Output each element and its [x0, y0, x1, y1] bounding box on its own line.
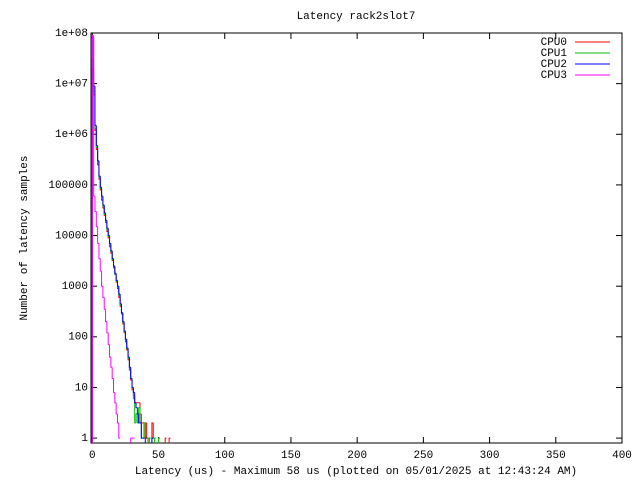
histogram-step	[98, 243, 101, 260]
histogram-step	[122, 312, 125, 323]
histogram-step	[95, 211, 98, 228]
histogram-step	[123, 321, 126, 332]
histogram-step	[130, 367, 133, 380]
histogram-step	[130, 437, 133, 443]
histogram-step	[105, 309, 107, 323]
histogram-step	[102, 196, 105, 206]
histogram-step	[109, 235, 111, 244]
y-tick-label: 1e+07	[55, 79, 88, 91]
histogram-step	[111, 250, 114, 260]
histogram-step	[95, 125, 98, 147]
y-axis-label: Number of latency samples	[19, 155, 31, 320]
x-tick-label: 0	[89, 450, 96, 462]
y-tick-label: 100	[68, 332, 88, 344]
histogram-step	[102, 286, 105, 298]
histogram-step	[103, 205, 106, 214]
histogram-step	[116, 280, 119, 287]
histogram-step	[98, 160, 101, 177]
histogram-step	[107, 228, 110, 237]
histogram-step	[103, 297, 106, 310]
histogram-step	[105, 212, 107, 221]
histogram-step	[110, 243, 113, 252]
legend-label: CPU2	[541, 59, 567, 71]
histogram-step	[93, 35, 95, 197]
x-tick-label: 150	[281, 450, 301, 462]
x-tick-label: 400	[612, 450, 632, 462]
legend-label: CPU0	[541, 37, 567, 49]
histogram-step	[132, 387, 135, 393]
histogram-step	[107, 332, 110, 346]
histogram-step	[127, 348, 130, 358]
histogram-step	[128, 356, 131, 368]
histogram-step	[106, 220, 109, 229]
histogram-step	[131, 378, 134, 388]
histogram-step	[115, 402, 118, 415]
histogram-step	[158, 437, 160, 443]
plot-frame	[90, 32, 623, 444]
legend-label: CPU1	[541, 48, 568, 60]
histogram-step	[113, 258, 115, 267]
histogram-step	[146, 422, 148, 439]
histogram-step	[168, 437, 171, 443]
histogram-step	[99, 175, 102, 188]
y-tick-label: 1e+08	[55, 28, 88, 40]
y-tick-label: 100000	[48, 180, 88, 192]
histogram-step	[134, 398, 137, 424]
histogram-step	[118, 286, 121, 295]
histogram-step	[119, 294, 122, 305]
y-tick-label: 1e+06	[55, 129, 88, 141]
histogram-step	[97, 226, 99, 244]
x-tick-label: 200	[347, 450, 367, 462]
legend-label: CPU3	[541, 70, 567, 82]
histogram-step	[118, 422, 121, 439]
histogram-step	[115, 273, 118, 281]
histogram-step	[106, 321, 109, 334]
y-tick-label: 10000	[55, 230, 88, 242]
histogram-step	[152, 422, 155, 439]
histogram-step	[110, 356, 113, 368]
histogram-step	[94, 85, 97, 126]
y-tick-label: 1	[81, 433, 88, 445]
x-tick-label: 350	[546, 450, 566, 462]
histogram-step	[151, 437, 154, 443]
y-tick-label: 1000	[62, 281, 88, 293]
histogram-step	[144, 437, 147, 443]
histogram-step	[134, 392, 137, 404]
histogram-step	[97, 145, 99, 162]
histogram-step	[140, 422, 143, 439]
x-tick-label: 300	[480, 450, 500, 462]
histogram-step	[138, 413, 140, 424]
histogram-step	[120, 303, 123, 314]
histogram-step	[147, 437, 150, 443]
histogram-step	[114, 266, 117, 274]
histogram-step	[164, 437, 167, 443]
histogram-step	[91, 34, 94, 443]
histogram-step	[116, 413, 119, 424]
histogram-step	[94, 196, 97, 212]
x-tick-label: 250	[413, 450, 433, 462]
x-tick-label: 100	[215, 450, 235, 462]
histogram-step	[101, 187, 103, 197]
histogram-step	[101, 270, 103, 287]
histogram-step	[124, 331, 127, 340]
y-tick-label: 10	[75, 382, 88, 394]
histogram-step	[126, 339, 129, 349]
x-tick-label: 50	[152, 450, 165, 462]
x-axis-label: Latency (us) - Maximum 58 us (plotted on…	[135, 466, 577, 478]
histogram-step	[114, 392, 117, 404]
histogram-step	[154, 437, 156, 443]
histogram-step	[140, 413, 143, 424]
histogram-step	[135, 402, 138, 409]
histogram-step	[99, 258, 102, 272]
histogram-step	[148, 437, 151, 443]
histogram-step	[111, 367, 114, 380]
chart-title: Latency rack2slot7	[297, 11, 416, 23]
histogram-step	[113, 378, 115, 393]
histogram-step	[109, 344, 111, 358]
